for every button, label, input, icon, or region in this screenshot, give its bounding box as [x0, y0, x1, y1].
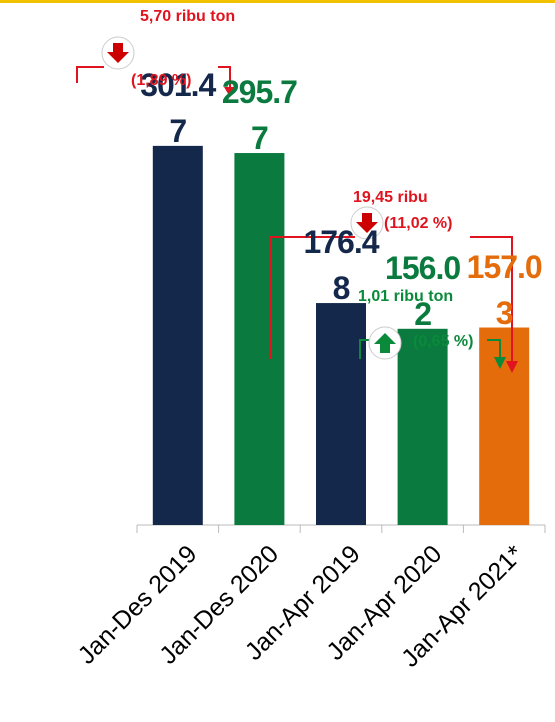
annotation: (1,89 %) [131, 72, 192, 89]
arrowhead [494, 357, 506, 369]
icon-down-arrow [107, 43, 129, 63]
annotation: 5,70 ribu ton [140, 8, 236, 25]
icon-down-arrow [356, 213, 378, 233]
bar [152, 145, 203, 525]
value-label: 295.77 [221, 74, 298, 157]
bracket [269, 236, 355, 359]
annotation: 19,45 ribu [353, 189, 428, 206]
bracket [470, 236, 513, 363]
annotation: 1,01 ribu ton [358, 288, 454, 305]
brackets [76, 66, 518, 373]
value-label: 157.03 [466, 248, 543, 331]
annotation: (11,02 %) [384, 215, 453, 232]
bracket [76, 66, 104, 83]
arrowhead [506, 361, 518, 373]
value-label: 301.47 [140, 66, 216, 149]
bar [397, 328, 448, 525]
bar [234, 153, 285, 525]
bracket [359, 339, 370, 359]
bar [316, 303, 366, 525]
value-label: 156.02 [385, 249, 461, 332]
arrowhead [224, 87, 236, 97]
icons [101, 36, 402, 360]
bracket [218, 66, 231, 89]
bracket [487, 339, 501, 359]
icon-up-arrow [374, 333, 396, 353]
value-label: 176.48 [303, 224, 379, 307]
annotation: (0,65 %) [413, 333, 474, 350]
